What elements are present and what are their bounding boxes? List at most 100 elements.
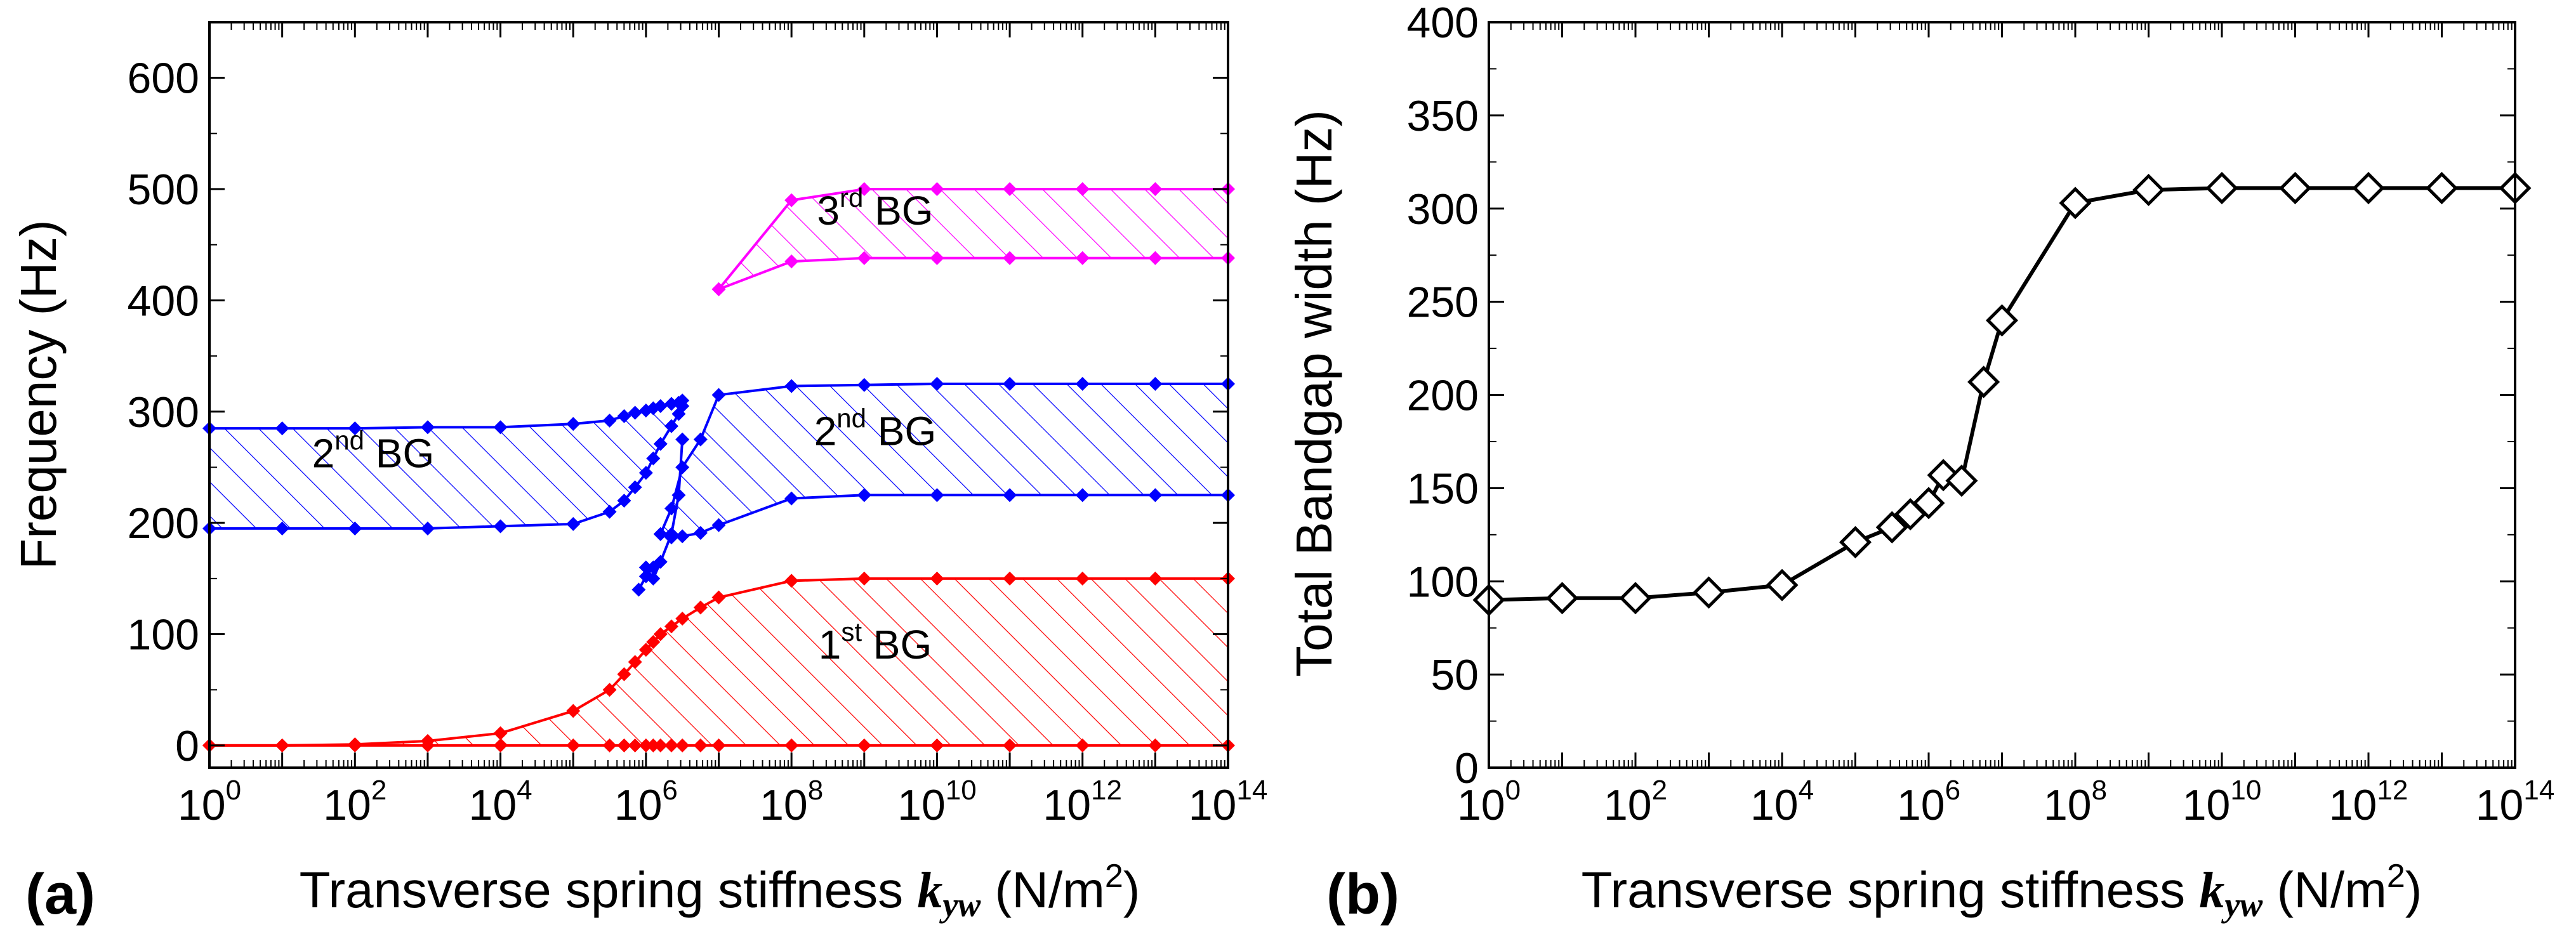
band-point-0-lower-17: [857, 738, 871, 752]
band-fill-2: [660, 384, 1228, 537]
panel-b-plot-frame: [1488, 21, 2516, 769]
band-point-0-upper-14: [693, 600, 708, 615]
branch-point-0-0: [638, 560, 653, 575]
band-point-0-upper-16: [784, 574, 799, 588]
band-point-3-upper-1: [784, 193, 799, 207]
band-point-0-upper-4: [493, 726, 508, 740]
band-point-0-lower-10: [646, 738, 661, 752]
panel-b-label: (b): [1326, 863, 1399, 926]
band-point-1-upper-9: [638, 404, 653, 418]
band-point-0-lower-20: [1075, 738, 1090, 752]
panel-a-ytick-label-5: 500: [128, 166, 199, 214]
panel-b-xtick-label-4: 108: [2044, 775, 2107, 829]
band-point-3-upper-4: [1003, 182, 1017, 197]
branch-point-1-1: [638, 569, 653, 584]
band-point-2-upper-4: [711, 388, 726, 402]
panel-a-xtick-label-7: 1014: [1189, 775, 1268, 829]
band-point-1-upper-6: [602, 413, 617, 428]
band-point-0-lower-12: [664, 738, 678, 752]
band-point-0-lower-1: [275, 738, 289, 752]
branch-point-1-0: [631, 582, 646, 597]
band-point-0-lower-19: [1003, 738, 1017, 752]
band-point-3-lower-3: [930, 251, 944, 265]
band-point-2-lower-7: [930, 488, 944, 503]
bandgap-width-point-16: [2278, 171, 2312, 204]
band-point-2-lower-5: [784, 491, 799, 506]
band-point-2-upper-2: [675, 460, 690, 475]
panel-b-xlabel: Transverse spring stiffness kyw (N/m2): [1582, 858, 2422, 924]
band-point-1-lower-10: [646, 451, 661, 466]
panel-a-ytick-label-0: 0: [175, 722, 199, 770]
panel-b-ytick-label-8: 400: [1407, 0, 1479, 47]
band-point-0-lower-5: [566, 738, 581, 752]
band-point-0-upper-12: [664, 619, 678, 634]
band-point-1-lower-7: [617, 494, 631, 508]
band-point-0-lower-14: [693, 738, 708, 752]
panel-a-xtick-label-3: 106: [614, 775, 678, 829]
band-label-0: 1st BG: [819, 617, 932, 667]
band-point-1-lower-3: [420, 521, 435, 535]
band-point-3-upper-3: [930, 182, 944, 197]
band-point-2-upper-7: [930, 376, 944, 391]
band-point-3-lower-0: [711, 282, 726, 296]
band-point-3-upper-2: [857, 182, 871, 197]
band-point-0-lower-18: [930, 738, 944, 752]
band-point-0-lower-8: [628, 738, 642, 752]
band-point-1-lower-2: [348, 521, 362, 535]
band-point-0-lower-13: [675, 738, 690, 752]
band-point-3-lower-2: [857, 251, 871, 265]
panel-a-label: (a): [25, 863, 95, 926]
panel-b-xtick-label-0: 100: [1457, 775, 1521, 829]
band-label-2: 2nd BG: [814, 403, 937, 454]
bandgap-width-point-15: [2205, 171, 2238, 204]
band-fill-0: [209, 578, 1228, 746]
band-point-0-lower-21: [1148, 738, 1163, 752]
band-point-1-upper-11: [653, 399, 668, 414]
panel-a-xtick-label-0: 100: [178, 775, 241, 829]
band-point-1-lower-14: [675, 399, 690, 414]
panel-b-ytick-label-1: 50: [1430, 651, 1479, 699]
bandgap-width-point-11: [1967, 365, 2000, 398]
band-point-1-lower-11: [653, 437, 668, 451]
band-point-1-upper-8: [628, 405, 642, 420]
band-label-1: 2nd BG: [312, 425, 435, 476]
band-point-1-lower-12: [664, 419, 678, 433]
panel-a-xtick-label-6: 1012: [1043, 775, 1122, 829]
band-point-0-upper-15: [711, 590, 726, 605]
band-point-0-lower-15: [711, 738, 726, 752]
panel-b-bandgap-width-chart: 100 102 104 106 108 1010 1012 1014 0 50 100 150 200…: [1286, 0, 2554, 926]
band-point-0-upper-20: [1075, 571, 1090, 586]
band-point-3-upper-5: [1075, 182, 1090, 197]
panel-b-ytick-label-4: 200: [1407, 372, 1479, 420]
band-point-2-lower-4: [711, 518, 726, 532]
band-point-0-lower-4: [493, 738, 508, 752]
bandgap-width-point-17: [2352, 171, 2385, 204]
panel-b-ytick-label-6: 300: [1407, 185, 1479, 233]
band-point-1-upper-5: [566, 417, 581, 431]
band-point-0-upper-9: [638, 643, 653, 657]
band-point-0-lower-2: [348, 738, 362, 752]
band-point-3-lower-6: [1148, 251, 1163, 265]
band-label-3: 3rd BG: [817, 183, 933, 233]
bandgap-width-point-13: [2059, 187, 2092, 220]
branch-point-1-2: [646, 560, 661, 575]
bandgap-width-point-12: [1985, 304, 2019, 337]
panel-b-ytick-label-3: 150: [1407, 464, 1479, 513]
band-point-2-lower-8: [1003, 488, 1017, 503]
panel-b-ytick-label-0: 0: [1455, 744, 1479, 792]
panel-a-ytick-label-4: 400: [128, 277, 199, 325]
panel-b-ytick-label-2: 100: [1407, 558, 1479, 606]
band-upper-edge-3: [717, 188, 1228, 291]
band-point-3-lower-4: [1003, 251, 1017, 265]
band-point-0-lower-7: [617, 738, 631, 752]
band-point-1-lower-9: [638, 466, 653, 480]
panel-b-xtick-label-7: 1014: [2476, 775, 2555, 829]
band-point-0-upper-13: [675, 612, 690, 626]
band-point-0-lower-16: [784, 738, 799, 752]
band-point-2-lower-10: [1148, 488, 1163, 503]
band-point-2-lower-2: [675, 529, 690, 544]
band-point-0-upper-7: [617, 667, 631, 681]
band-point-2-upper-9: [1075, 376, 1090, 391]
band-point-0-upper-8: [628, 655, 642, 669]
